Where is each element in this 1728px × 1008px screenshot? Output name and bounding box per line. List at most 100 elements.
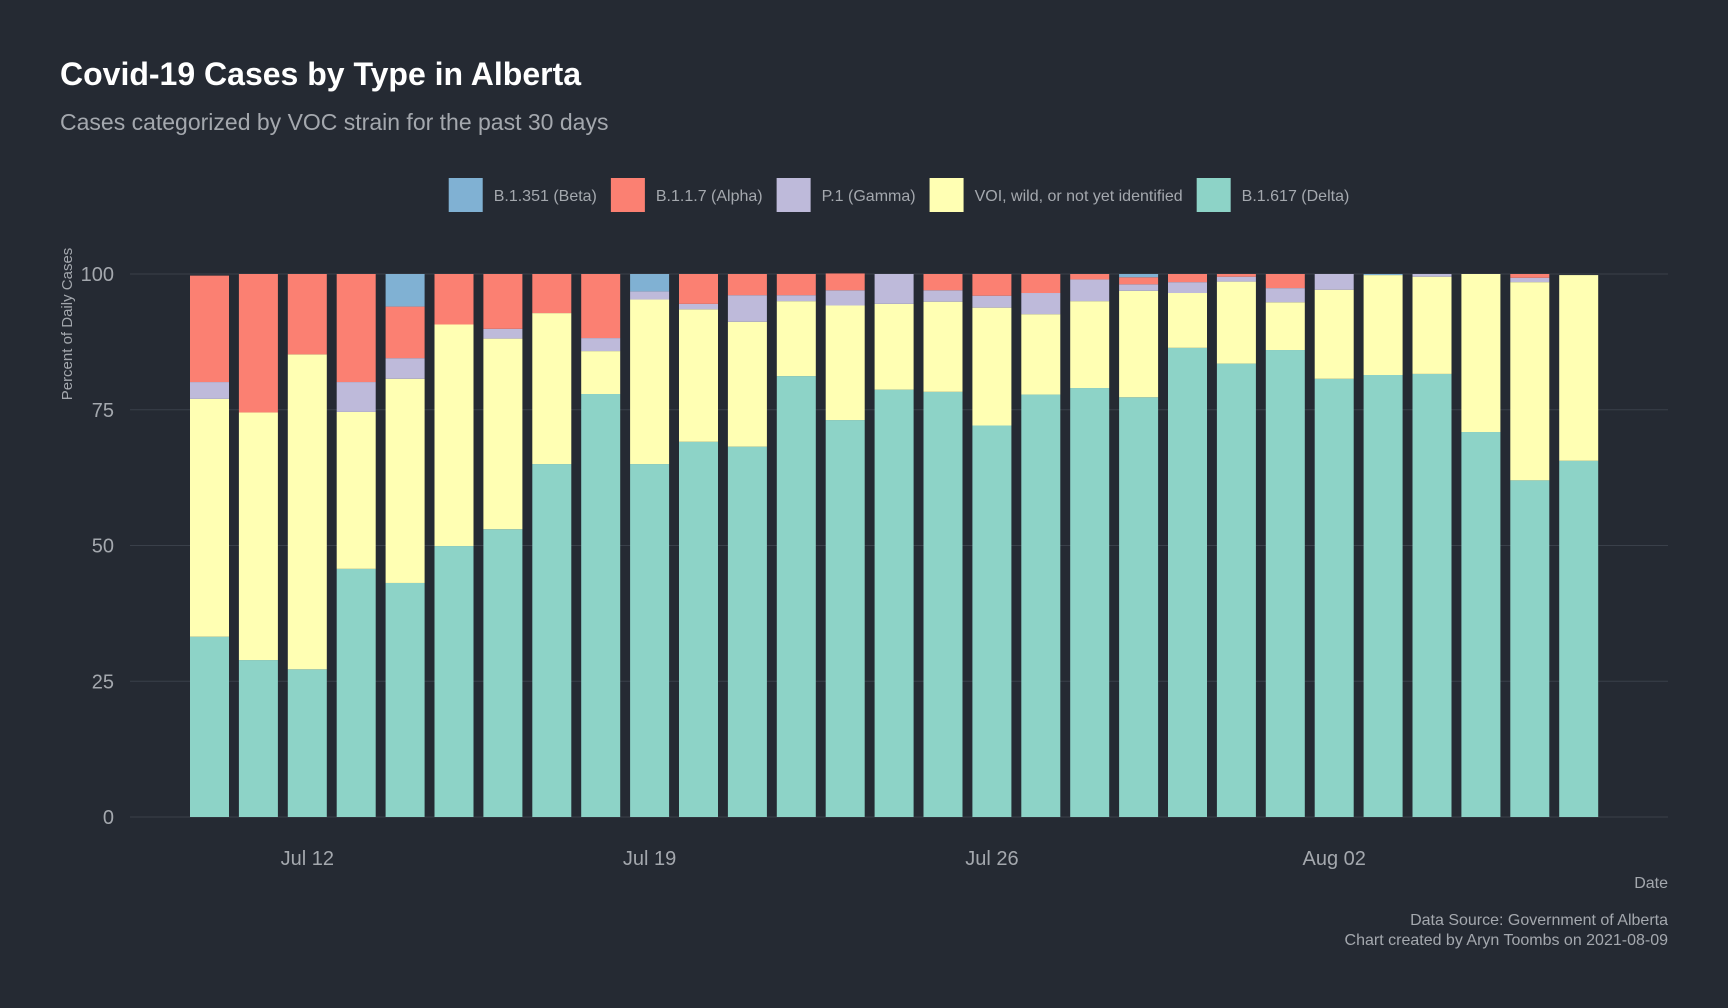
caption-source: Data Source: Government of Alberta bbox=[1410, 912, 1668, 929]
legend-label: B.1.351 (Beta) bbox=[494, 188, 597, 205]
bar-segment-voi-wild-or-not-yet-identified bbox=[923, 301, 963, 392]
bar-segment-b-1-617-delta bbox=[679, 441, 718, 817]
legend-swatch bbox=[610, 178, 645, 212]
bar-segment-p-1-gamma bbox=[727, 295, 767, 322]
legend: B.1.351 (Beta) B.1.1.7 (Alpha) P.1 (Gamma)… bbox=[448, 178, 1349, 212]
bars bbox=[190, 273, 1599, 817]
bar-segment-b-1-617-delta bbox=[581, 394, 621, 817]
bar-segment-b-1-617-delta bbox=[972, 425, 1012, 817]
legend-label: B.1.1.7 (Alpha) bbox=[656, 188, 763, 205]
bar-segment-voi-wild-or-not-yet-identified bbox=[385, 378, 425, 583]
bar-segment-voi-wild-or-not-yet-identified bbox=[483, 338, 523, 530]
bar-segment-p-1-gamma bbox=[483, 328, 523, 339]
bar-segment-b-1-351-beta bbox=[1363, 274, 1403, 276]
bar-segment-p-1-gamma bbox=[679, 303, 718, 310]
bar-segment-b-1-1-7-alpha bbox=[483, 274, 523, 329]
legend-swatch bbox=[1196, 178, 1231, 212]
bar-segment-p-1-gamma bbox=[1119, 284, 1159, 291]
bar-segment-b-1-617-delta bbox=[532, 464, 572, 817]
bar-segment-p-1-gamma bbox=[190, 382, 229, 399]
bar-segment-p-1-gamma bbox=[1216, 276, 1256, 282]
bar-segment-p-1-gamma bbox=[1168, 282, 1207, 294]
bar-segment-b-1-1-7-alpha bbox=[1216, 274, 1256, 277]
bar-segment-b-1-1-7-alpha bbox=[679, 274, 718, 304]
bar-segment-b-1-617-delta bbox=[923, 391, 963, 817]
legend-item-b-1-1-7-alpha: B.1.1.7 (Alpha) bbox=[610, 178, 763, 212]
bar-segment-b-1-351-beta bbox=[630, 274, 670, 292]
bar-segment-voi-wild-or-not-yet-identified bbox=[581, 351, 621, 395]
bar-segment-b-1-1-7-alpha bbox=[581, 274, 621, 339]
bar-segment-b-1-617-delta bbox=[1363, 374, 1403, 817]
bar-segment-voi-wild-or-not-yet-identified bbox=[532, 313, 572, 465]
bar-segment-b-1-1-7-alpha bbox=[825, 273, 865, 291]
bar-segment-voi-wild-or-not-yet-identified bbox=[727, 321, 767, 447]
bar-segment-p-1-gamma bbox=[1265, 288, 1305, 303]
bar-segment-b-1-617-delta bbox=[825, 420, 865, 817]
bar-segment-voi-wild-or-not-yet-identified bbox=[630, 299, 670, 465]
x-tick-label: Jul 19 bbox=[623, 848, 676, 870]
bar-segment-voi-wild-or-not-yet-identified bbox=[1265, 302, 1305, 351]
bar-segment-voi-wild-or-not-yet-identified bbox=[874, 303, 914, 390]
y-tick-label: 0 bbox=[103, 807, 114, 829]
bar-segment-voi-wild-or-not-yet-identified bbox=[238, 412, 278, 661]
bar-segment-b-1-1-7-alpha bbox=[385, 306, 425, 359]
bar-segment-b-1-1-7-alpha bbox=[1265, 274, 1305, 289]
bar-segment-voi-wild-or-not-yet-identified bbox=[1363, 275, 1403, 375]
bar-segment-b-1-1-7-alpha bbox=[190, 275, 229, 383]
bar-segment-voi-wild-or-not-yet-identified bbox=[776, 301, 816, 377]
bar-segment-b-1-1-7-alpha bbox=[532, 274, 572, 314]
bar-segment-b-1-617-delta bbox=[1021, 394, 1061, 817]
bar-segment-p-1-gamma bbox=[581, 338, 621, 352]
bar-segment-voi-wild-or-not-yet-identified bbox=[287, 354, 327, 670]
legend-item-voi-wild-or-not-yet-identified: VOI, wild, or not yet identified bbox=[929, 178, 1183, 212]
bar-segment-b-1-617-delta bbox=[483, 529, 523, 817]
y-tick-label: 50 bbox=[92, 536, 114, 558]
bar-segment-voi-wild-or-not-yet-identified bbox=[1314, 289, 1354, 379]
bar-segment-p-1-gamma bbox=[1070, 279, 1110, 302]
bar-segment-b-1-1-7-alpha bbox=[434, 274, 474, 325]
bar-segment-p-1-gamma bbox=[825, 290, 865, 306]
bar-segment-b-1-1-7-alpha bbox=[1070, 274, 1110, 280]
bar-segment-voi-wild-or-not-yet-identified bbox=[1216, 281, 1256, 364]
bar-segment-b-1-1-7-alpha bbox=[238, 274, 278, 413]
bar-segment-voi-wild-or-not-yet-identified bbox=[825, 305, 865, 421]
bar-segment-b-1-617-delta bbox=[630, 464, 670, 817]
bar-segment-b-1-1-7-alpha bbox=[1510, 274, 1550, 278]
bar-segment-voi-wild-or-not-yet-identified bbox=[190, 398, 229, 637]
bar-segment-b-1-617-delta bbox=[727, 446, 767, 817]
bar-segment-b-1-1-7-alpha bbox=[776, 274, 816, 296]
bar-segment-p-1-gamma bbox=[923, 290, 963, 302]
y-tick-label: 25 bbox=[92, 671, 114, 693]
bar-segment-b-1-351-beta bbox=[1119, 274, 1159, 278]
bar-segment-b-1-1-7-alpha bbox=[287, 274, 327, 355]
bar-segment-p-1-gamma bbox=[874, 274, 914, 304]
bar-segment-b-1-617-delta bbox=[1559, 460, 1599, 817]
bar-segment-b-1-617-delta bbox=[1314, 378, 1354, 817]
legend-swatch bbox=[929, 178, 964, 212]
chart-subtitle: Cases categorized by VOC strain for the … bbox=[60, 109, 608, 135]
y-axis-ticks: 0 25 50 75 100 bbox=[81, 264, 114, 829]
bar-segment-b-1-617-delta bbox=[1168, 347, 1207, 817]
y-tick-label: 75 bbox=[92, 400, 114, 422]
legend-swatch bbox=[776, 178, 811, 212]
bar-segment-b-1-617-delta bbox=[238, 660, 278, 817]
legend-item-b-1-351-beta: B.1.351 (Beta) bbox=[448, 178, 597, 212]
y-axis-label: Percent of Daily Cases bbox=[59, 248, 76, 401]
bar-segment-voi-wild-or-not-yet-identified bbox=[1510, 282, 1550, 481]
bar-segment-p-1-gamma bbox=[776, 295, 816, 302]
bar-segment-b-1-1-7-alpha bbox=[727, 274, 767, 296]
bar-segment-voi-wild-or-not-yet-identified bbox=[336, 411, 376, 569]
bar-segment-b-1-617-delta bbox=[336, 568, 376, 817]
bar-segment-b-1-617-delta bbox=[190, 636, 229, 817]
bar-segment-b-1-617-delta bbox=[1216, 363, 1256, 817]
legend-item-p-1-gamma: P.1 (Gamma) bbox=[776, 178, 916, 212]
bar-segment-voi-wild-or-not-yet-identified bbox=[1412, 276, 1452, 374]
legend-swatch bbox=[448, 178, 483, 212]
bar-segment-voi-wild-or-not-yet-identified bbox=[1070, 301, 1110, 389]
bar-segment-p-1-gamma bbox=[1314, 274, 1354, 290]
bar-segment-b-1-617-delta bbox=[1461, 432, 1501, 817]
x-tick-label: Jul 12 bbox=[281, 848, 334, 870]
chart-title: Covid-19 Cases by Type in Alberta bbox=[60, 56, 581, 92]
